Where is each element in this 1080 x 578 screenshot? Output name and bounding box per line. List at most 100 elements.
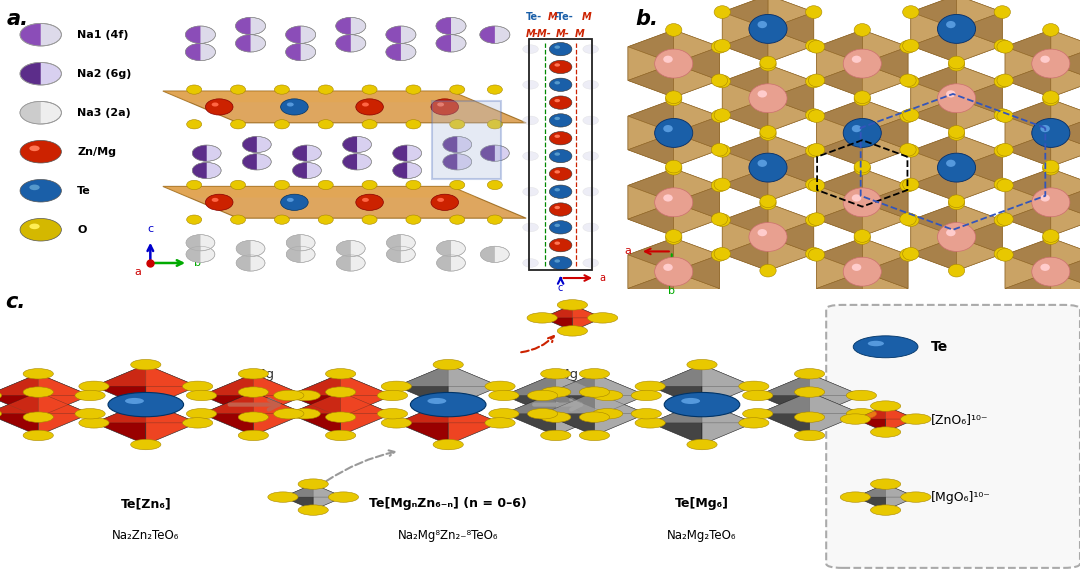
Polygon shape	[504, 374, 608, 395]
Polygon shape	[627, 99, 719, 166]
Ellipse shape	[406, 85, 421, 94]
Ellipse shape	[554, 117, 561, 120]
Polygon shape	[674, 64, 719, 97]
Ellipse shape	[387, 235, 416, 251]
Ellipse shape	[903, 6, 919, 18]
Ellipse shape	[187, 85, 202, 94]
Ellipse shape	[760, 128, 777, 140]
Ellipse shape	[1042, 24, 1059, 36]
Polygon shape	[723, 12, 768, 46]
Polygon shape	[1005, 169, 1051, 202]
Polygon shape	[627, 169, 674, 202]
Ellipse shape	[274, 85, 289, 94]
Ellipse shape	[21, 140, 62, 163]
Polygon shape	[286, 246, 300, 262]
Ellipse shape	[946, 160, 956, 167]
Polygon shape	[768, 65, 813, 98]
Polygon shape	[886, 406, 916, 432]
Polygon shape	[542, 392, 646, 414]
Polygon shape	[242, 154, 257, 170]
Polygon shape	[1051, 238, 1080, 272]
Ellipse shape	[900, 143, 916, 156]
Ellipse shape	[541, 430, 571, 440]
Ellipse shape	[554, 99, 561, 102]
Polygon shape	[957, 98, 1002, 132]
Ellipse shape	[809, 74, 825, 87]
Bar	[529, 39, 592, 270]
Ellipse shape	[291, 390, 321, 401]
Ellipse shape	[387, 246, 416, 262]
Ellipse shape	[527, 390, 557, 401]
Polygon shape	[627, 169, 719, 236]
Text: -M-: -M-	[534, 29, 552, 39]
Polygon shape	[855, 484, 916, 497]
Polygon shape	[816, 30, 908, 97]
Ellipse shape	[319, 180, 334, 190]
Polygon shape	[1005, 30, 1080, 97]
Polygon shape	[393, 145, 407, 161]
Ellipse shape	[449, 85, 464, 94]
Ellipse shape	[523, 116, 539, 125]
Ellipse shape	[854, 162, 870, 175]
Polygon shape	[768, 0, 813, 29]
Ellipse shape	[714, 178, 730, 191]
Text: c: c	[147, 224, 153, 234]
Polygon shape	[816, 238, 908, 305]
Polygon shape	[910, 29, 957, 62]
Polygon shape	[910, 0, 1002, 62]
Ellipse shape	[712, 249, 728, 261]
Polygon shape	[254, 392, 306, 435]
Ellipse shape	[748, 223, 787, 251]
Ellipse shape	[362, 120, 377, 129]
Ellipse shape	[212, 102, 218, 106]
Ellipse shape	[554, 224, 561, 227]
Ellipse shape	[1042, 91, 1059, 103]
Ellipse shape	[319, 85, 334, 94]
Ellipse shape	[406, 180, 421, 190]
Ellipse shape	[854, 232, 870, 244]
Ellipse shape	[635, 418, 665, 428]
Ellipse shape	[663, 55, 673, 63]
Polygon shape	[283, 484, 343, 497]
Ellipse shape	[583, 223, 598, 232]
Polygon shape	[723, 203, 813, 271]
Ellipse shape	[997, 40, 1013, 53]
Ellipse shape	[903, 75, 919, 88]
Polygon shape	[910, 65, 1002, 132]
Polygon shape	[556, 374, 608, 417]
Ellipse shape	[593, 409, 623, 419]
Polygon shape	[674, 133, 719, 166]
Ellipse shape	[336, 255, 365, 271]
Polygon shape	[723, 237, 768, 271]
Ellipse shape	[125, 398, 144, 404]
Ellipse shape	[449, 180, 464, 190]
Polygon shape	[387, 246, 401, 262]
Ellipse shape	[286, 235, 315, 251]
Ellipse shape	[806, 247, 822, 260]
Ellipse shape	[852, 125, 862, 132]
Ellipse shape	[286, 246, 315, 262]
Polygon shape	[855, 406, 886, 432]
Text: [MgO₆]¹⁰⁻: [MgO₆]¹⁰⁻	[931, 491, 990, 503]
Ellipse shape	[654, 257, 692, 286]
Ellipse shape	[579, 430, 609, 440]
Polygon shape	[650, 365, 754, 386]
Text: M: M	[526, 29, 536, 39]
Ellipse shape	[205, 99, 233, 115]
Ellipse shape	[654, 188, 692, 217]
Ellipse shape	[186, 26, 216, 43]
Text: M: M	[549, 12, 558, 21]
Ellipse shape	[21, 24, 62, 46]
Ellipse shape	[287, 198, 294, 202]
Polygon shape	[572, 305, 603, 331]
Polygon shape	[163, 91, 526, 123]
Ellipse shape	[712, 40, 728, 53]
Ellipse shape	[325, 430, 355, 440]
Ellipse shape	[900, 40, 916, 53]
Ellipse shape	[485, 381, 515, 391]
Ellipse shape	[550, 149, 572, 163]
Ellipse shape	[487, 215, 502, 224]
Ellipse shape	[550, 60, 572, 73]
Ellipse shape	[903, 144, 919, 157]
Ellipse shape	[235, 17, 266, 35]
